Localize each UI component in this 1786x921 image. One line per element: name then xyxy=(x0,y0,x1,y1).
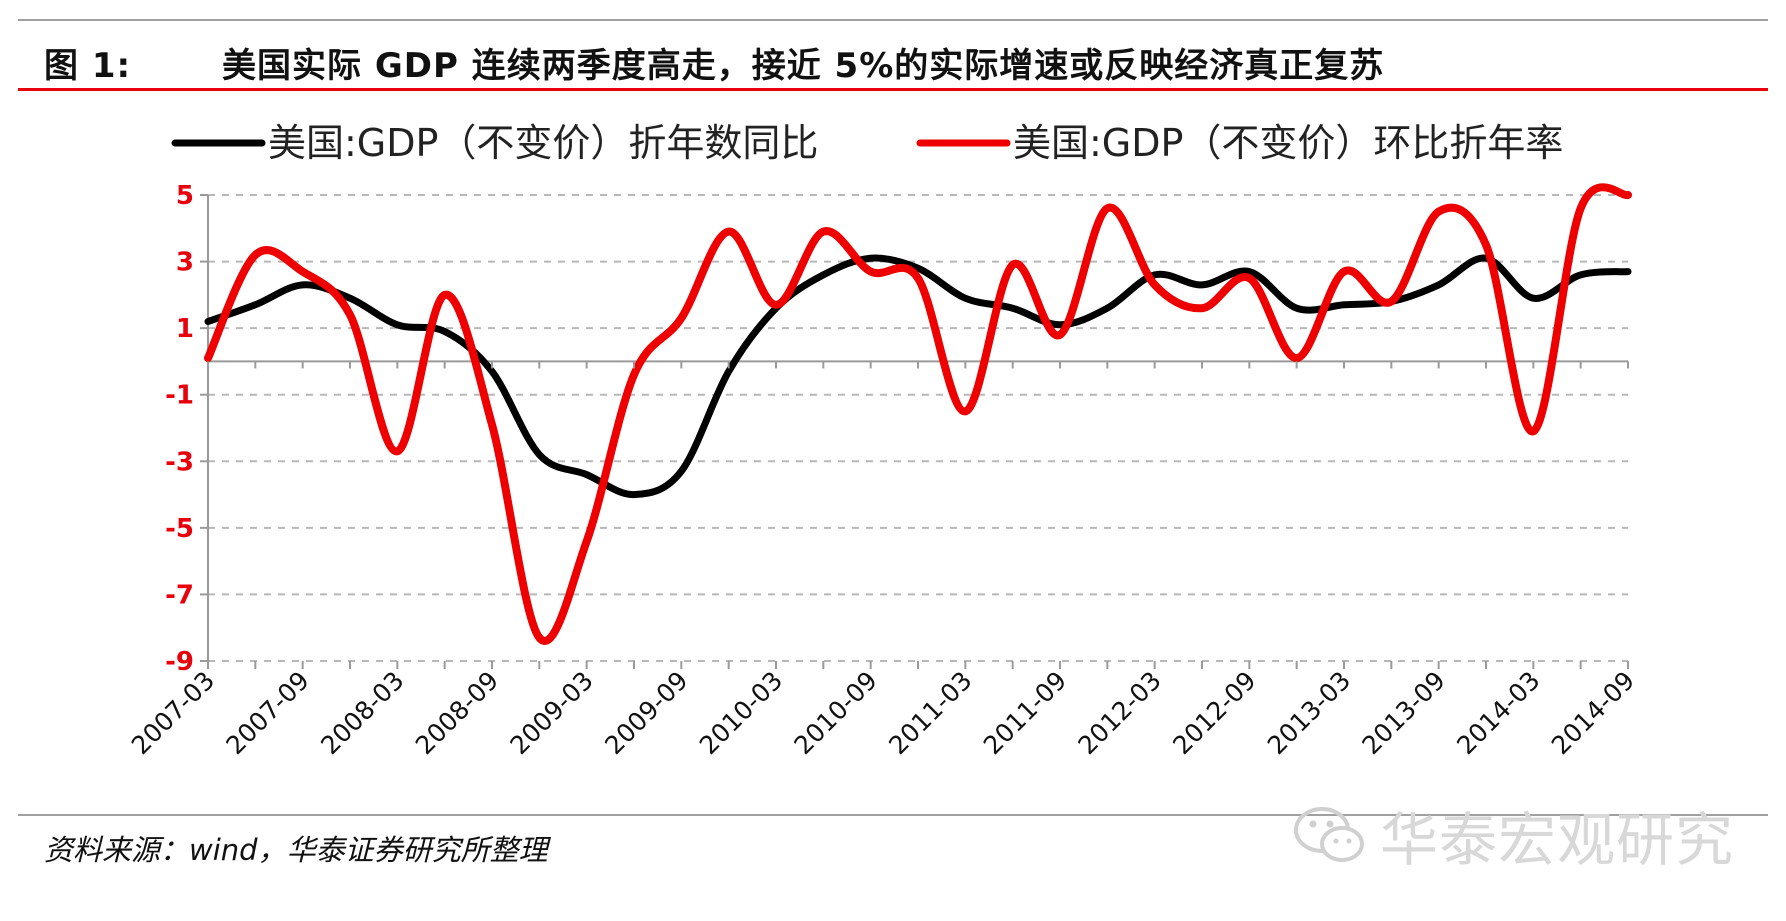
x-tick-label: 2009-03 xyxy=(505,666,599,760)
y-axis-ticks: 5 3 1 -1 -3 -5 -7 -9 xyxy=(165,181,208,677)
figure-title: 图 1: 美国实际 GDP 连续两季度高走，接近 5%的实际增速或反映经济真正复苏 xyxy=(44,38,1384,87)
line-chart: 美国:GDP（不变价）折年数同比 美国:GDP（不变价）环比折年率 5 3 1 -1 -… xyxy=(126,121,1640,760)
series-line-qoq xyxy=(204,183,1632,645)
x-tick-label: 2011-09 xyxy=(978,666,1072,760)
y-tick-label: -1 xyxy=(165,381,194,411)
series-lines xyxy=(204,183,1632,645)
footer-divider xyxy=(18,814,1768,816)
x-tick-label: 2013-09 xyxy=(1357,666,1451,760)
x-tick-label: 2010-03 xyxy=(694,666,788,760)
x-tick-label: 2009-09 xyxy=(599,666,693,760)
source-note: 资料来源：wind，华泰证券研究所整理 xyxy=(44,833,548,867)
x-tick-label: 2008-09 xyxy=(410,666,504,760)
watermark-text: 华泰宏观研究 xyxy=(1380,806,1735,874)
y-tick-label: -5 xyxy=(165,514,194,544)
title-underline xyxy=(18,88,1768,91)
y-tick-label: -9 xyxy=(165,647,194,677)
x-tick-label: 2010-09 xyxy=(789,666,883,760)
x-tick-label: 2007-09 xyxy=(221,666,315,760)
y-tick-label: 3 xyxy=(176,248,194,278)
y-tick-label: -3 xyxy=(165,447,194,477)
y-tick-label: 5 xyxy=(176,181,194,211)
x-tick-label: 2011-03 xyxy=(883,666,977,760)
figure-label: 图 1: xyxy=(44,46,132,86)
x-axis-ticks: 2007-03 2007-09 2008-03 2008-09 2009-03 2009-… xyxy=(126,361,1640,760)
chart-legend: 美国:GDP（不变价）折年数同比 美国:GDP（不变价）环比折年率 xyxy=(171,121,1563,165)
top-divider xyxy=(18,19,1768,21)
y-tick-label: -7 xyxy=(165,580,194,610)
x-tick-label: 2012-03 xyxy=(1073,666,1167,760)
figure-title-text: 美国实际 GDP 连续两季度高走，接近 5%的实际增速或反映经济真正复苏 xyxy=(222,46,1385,86)
x-tick-label: 2008-03 xyxy=(315,666,409,760)
x-tick-label: 2014-03 xyxy=(1451,666,1545,760)
x-tick-label: 2013-03 xyxy=(1262,666,1356,760)
legend-label-yoy: 美国:GDP（不变价）折年数同比 xyxy=(268,121,818,165)
x-tick-label: 2012-09 xyxy=(1167,666,1261,760)
watermark: 华泰宏观研究 xyxy=(1290,795,1734,875)
legend-label-qoq: 美国:GDP（不变价）环比折年率 xyxy=(1013,121,1563,165)
x-tick-label: 2014-09 xyxy=(1546,666,1640,760)
wechat-icon xyxy=(1294,807,1364,862)
y-tick-label: 1 xyxy=(176,314,194,344)
x-tick-label: 2007-03 xyxy=(126,666,220,760)
